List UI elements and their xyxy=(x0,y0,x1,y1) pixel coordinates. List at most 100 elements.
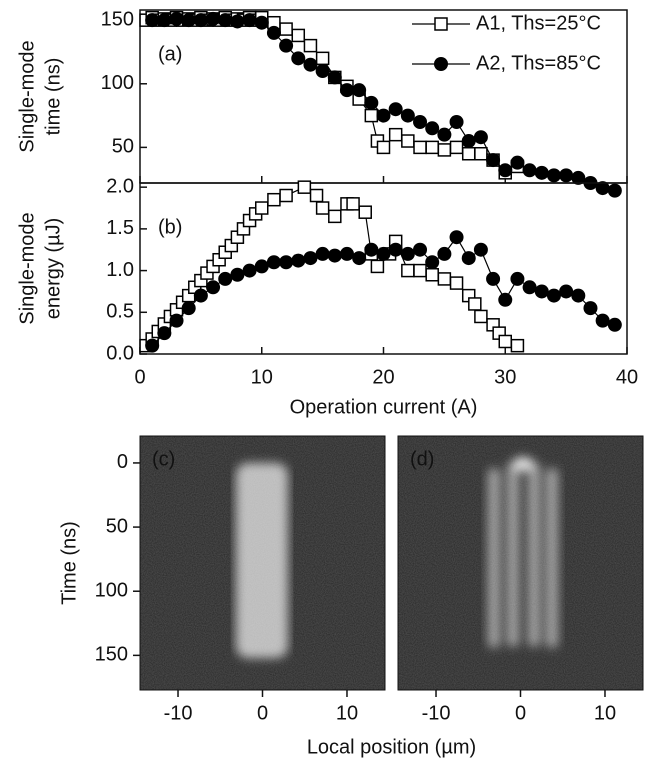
marker-circle xyxy=(534,165,549,180)
y-axis-label: Single-mode xyxy=(16,212,38,324)
marker-circle xyxy=(437,246,452,261)
marker-circle xyxy=(522,280,537,295)
marker-circle xyxy=(473,130,488,145)
marker-square xyxy=(315,51,330,66)
marker-circle xyxy=(473,242,488,257)
marker-square xyxy=(510,338,525,353)
x-tick-label: 0 xyxy=(515,702,526,724)
panel-label: (a) xyxy=(158,43,182,65)
marker-circle xyxy=(437,127,452,142)
marker-square xyxy=(413,140,427,155)
marker-circle xyxy=(291,253,306,268)
marker-square xyxy=(449,276,464,290)
plot-frame xyxy=(139,9,628,184)
marker-circle xyxy=(449,114,464,129)
y-axis-label: energy (µJ) xyxy=(42,218,64,320)
marker-circle xyxy=(364,242,379,257)
marker-square xyxy=(401,263,415,278)
marker-circle xyxy=(534,284,549,299)
marker-circle xyxy=(315,246,330,261)
x-tick-label: 10 xyxy=(251,366,273,388)
image-d xyxy=(398,436,643,690)
marker-circle xyxy=(145,13,160,28)
marker-circle xyxy=(181,13,196,28)
marker-circle xyxy=(559,284,574,299)
marker-circle xyxy=(145,338,160,353)
marker-circle xyxy=(230,267,245,282)
x-tick-label: -10 xyxy=(164,702,193,724)
marker-circle xyxy=(291,51,306,66)
marker-square xyxy=(376,140,391,155)
marker-square xyxy=(346,197,360,211)
marker-square xyxy=(468,297,482,311)
marker-circle xyxy=(461,134,476,149)
marker-circle xyxy=(169,313,184,328)
x-tick-label: 0 xyxy=(134,366,145,388)
marker-square xyxy=(328,209,342,224)
marker-square xyxy=(425,140,439,155)
marker-square xyxy=(401,134,415,148)
marker-circle xyxy=(242,263,257,278)
marker-square xyxy=(474,309,488,324)
marker-square xyxy=(370,259,385,274)
panel-label: (c) xyxy=(152,448,175,470)
marker-circle xyxy=(157,326,172,341)
marker-square xyxy=(267,192,281,207)
marker-circle xyxy=(266,25,281,40)
panel-label: (d) xyxy=(410,448,434,470)
x-tick-label: 30 xyxy=(494,366,516,388)
marker-circle xyxy=(206,280,221,295)
marker-square xyxy=(413,263,427,278)
marker-circle xyxy=(388,102,403,117)
marker-square xyxy=(315,201,330,215)
marker-circle xyxy=(510,271,525,286)
marker-square xyxy=(437,272,452,286)
marker-circle xyxy=(169,11,184,26)
x-tick-label: 10 xyxy=(594,702,616,724)
series-line xyxy=(152,18,615,192)
y-tick-label: 150 xyxy=(101,8,134,30)
marker-circle xyxy=(486,153,501,168)
marker-circle xyxy=(449,230,464,245)
marker-square xyxy=(297,180,312,194)
x-tick-label: 20 xyxy=(372,366,394,388)
legend-label: A1, Ths=25°C xyxy=(476,12,601,34)
marker-square xyxy=(474,146,488,161)
marker-circle xyxy=(571,170,586,185)
x-tick-label: 40 xyxy=(616,366,638,388)
marker-circle xyxy=(425,121,440,136)
marker-circle xyxy=(315,64,330,79)
marker-circle xyxy=(266,255,281,270)
marker-circle xyxy=(364,95,379,110)
marker-square xyxy=(303,38,318,53)
marker-circle xyxy=(498,163,513,178)
marker-square xyxy=(279,188,293,203)
marker-circle xyxy=(400,246,415,261)
y-tick-label: 50 xyxy=(106,515,128,537)
legend-marker xyxy=(434,17,448,31)
marker-circle xyxy=(352,251,367,266)
marker-circle xyxy=(425,255,440,270)
marker-circle xyxy=(413,242,428,257)
marker-circle xyxy=(486,271,501,286)
y-tick-label: 0.5 xyxy=(106,301,134,323)
y-axis-label: Time (ns) xyxy=(58,521,80,605)
marker-circle xyxy=(327,70,342,85)
marker-circle xyxy=(595,181,610,196)
plot-frame xyxy=(139,435,386,691)
legend-label: A2, Ths=85°C xyxy=(476,52,601,74)
marker-circle xyxy=(218,13,233,28)
marker-circle xyxy=(352,83,367,98)
marker-circle xyxy=(254,15,269,30)
marker-square xyxy=(364,108,379,123)
marker-circle xyxy=(376,108,391,123)
x-tick-label: -10 xyxy=(422,702,451,724)
panel-label: (b) xyxy=(158,216,182,238)
marker-square xyxy=(358,205,372,219)
marker-square xyxy=(449,140,464,155)
marker-square xyxy=(279,22,293,36)
marker-circle xyxy=(413,114,428,129)
y-tick-label: 2.0 xyxy=(106,175,134,197)
y-tick-label: 100 xyxy=(95,580,128,602)
x-tick-label: 0 xyxy=(257,702,268,724)
